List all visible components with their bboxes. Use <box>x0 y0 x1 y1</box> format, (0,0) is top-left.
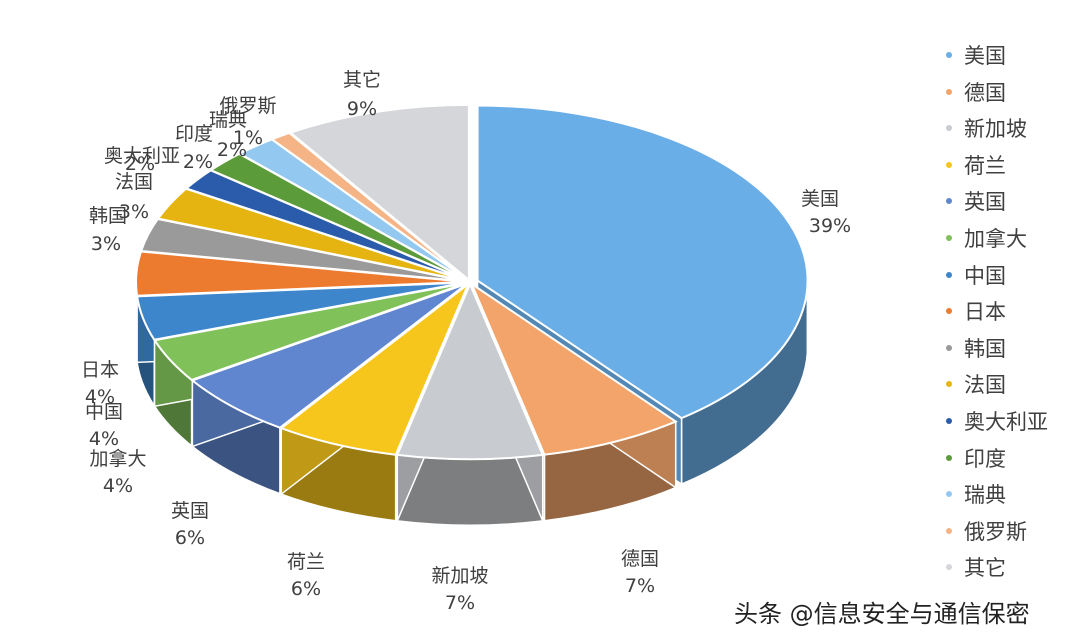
legend-item: 瑞典 <box>946 477 1081 514</box>
legend-item: 新加坡 <box>946 111 1081 148</box>
legend-swatch <box>946 564 952 571</box>
pie-slice <box>469 281 678 456</box>
chart-legend: 美国德国新加坡荷兰英国加拿大中国日本韩国法国奥大利亚印度瑞典俄罗斯其它 <box>946 38 1081 587</box>
slice-percent-label: 4% <box>85 386 115 408</box>
slice-percent-label: 6% <box>291 578 321 600</box>
legend-item: 印度 <box>946 441 1081 478</box>
legend-label: 美国 <box>964 44 1006 68</box>
legend-swatch <box>946 308 952 315</box>
legend-item: 日本 <box>946 294 1081 331</box>
legend-swatch <box>946 198 952 205</box>
legend-item: 德国 <box>946 75 1081 112</box>
legend-item: 法国 <box>946 367 1081 404</box>
legend-swatch <box>946 381 952 388</box>
slice-percent-label: 3% <box>91 233 121 255</box>
slice-name-label: 韩国 <box>89 205 127 227</box>
legend-label: 韩国 <box>964 336 1006 361</box>
slice-name-label: 日本 <box>81 359 119 381</box>
legend-swatch <box>946 234 952 241</box>
legend-label: 俄罗斯 <box>964 519 1027 544</box>
pie-slice <box>288 103 470 283</box>
legend-label: 新加坡 <box>964 117 1027 142</box>
slice-name-label: 英国 <box>171 500 209 522</box>
legend-item: 英国 <box>946 184 1081 221</box>
legend-swatch <box>946 527 952 534</box>
legend-swatch <box>946 491 952 498</box>
legend-swatch <box>946 344 952 351</box>
legend-item: 俄罗斯 <box>946 514 1081 551</box>
slice-percent-label: 4% <box>103 475 133 497</box>
legend-item: 韩国 <box>946 331 1081 368</box>
legend-item: 美国 <box>946 38 1081 75</box>
legend-label: 其它 <box>964 556 1006 581</box>
slice-percent-label: 6% <box>175 527 205 549</box>
slice-name-label: 印度 <box>175 123 213 145</box>
legend-swatch <box>946 125 952 132</box>
legend-label: 印度 <box>964 446 1006 471</box>
legend-swatch <box>946 454 952 461</box>
slice-percent-label: 7% <box>445 592 475 614</box>
slice-percent-label: 2% <box>183 151 213 173</box>
legend-item: 中国 <box>946 258 1081 295</box>
slice-percent-label: 2% <box>217 139 247 161</box>
legend-item: 其它 <box>946 550 1081 587</box>
legend-label: 法国 <box>964 373 1006 398</box>
legend-label: 瑞典 <box>964 483 1006 508</box>
legend-label: 中国 <box>964 263 1006 288</box>
slice-name-label: 德国 <box>621 548 659 570</box>
slice-name-label: 俄罗斯 <box>219 95 276 117</box>
slice-name-label: 新加坡 <box>431 565 488 587</box>
slice-name-label: 中国 <box>85 401 123 423</box>
slice-name-label: 奥大利亚 <box>104 145 180 167</box>
legend-swatch <box>946 271 952 278</box>
slice-percent-label: 39% <box>809 215 851 237</box>
legend-swatch <box>946 417 952 424</box>
legend-swatch <box>946 52 952 58</box>
legend-label: 日本 <box>964 300 1006 325</box>
legend-label: 德国 <box>964 80 1006 105</box>
pie-slice <box>279 280 471 456</box>
legend-swatch <box>946 161 952 168</box>
slice-percent-label: 7% <box>625 575 655 597</box>
slice-name-label: 美国 <box>801 188 839 210</box>
legend-label: 荷兰 <box>964 153 1006 178</box>
slice-percent-label: 1% <box>233 127 263 149</box>
legend-label: 加拿大 <box>964 226 1027 251</box>
legend-item: 加拿大 <box>946 221 1081 258</box>
slice-percent-label: 3% <box>119 201 149 223</box>
legend-label: 英国 <box>964 190 1006 215</box>
pie-slice <box>395 281 545 461</box>
legend-swatch <box>946 88 952 95</box>
watermark-text: 头条 @信息安全与通信保密 <box>734 600 1030 628</box>
slice-percent-label: 9% <box>347 98 377 120</box>
slice-name-label: 其它 <box>343 69 381 91</box>
slice-name-label: 瑞典 <box>209 109 247 131</box>
legend-item: 荷兰 <box>946 148 1081 185</box>
legend-item: 奥大利亚 <box>946 404 1081 441</box>
legend-label: 奥大利亚 <box>964 409 1048 434</box>
pie-slice <box>476 104 809 420</box>
slice-name-label: 荷兰 <box>287 551 325 573</box>
slice-percent-label: 2% <box>125 153 155 175</box>
slice-name-label: 法国 <box>115 171 153 193</box>
pie-slice <box>190 282 468 429</box>
slice-percent-label: 4% <box>89 428 119 450</box>
slice-name-label: 加拿大 <box>89 447 146 470</box>
